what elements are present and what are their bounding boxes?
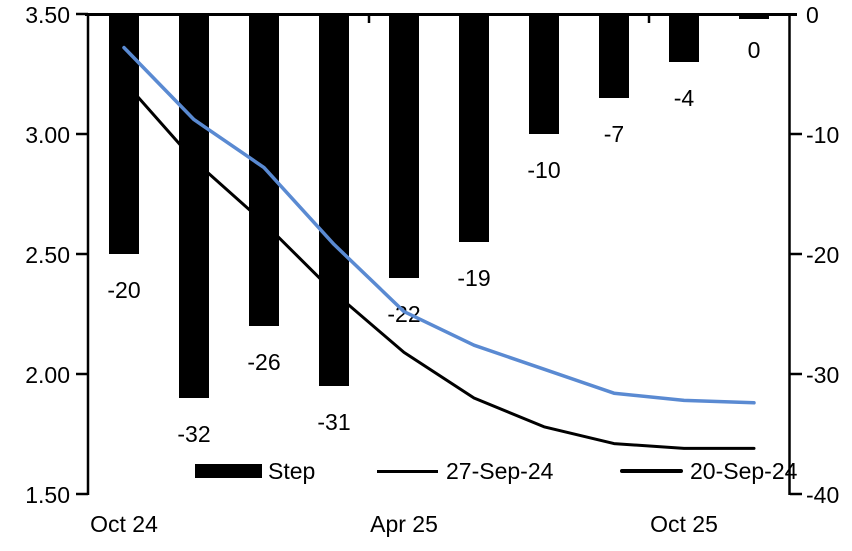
- bar-data-label: -4: [674, 85, 695, 111]
- bar-data-label: 0: [748, 37, 761, 63]
- x-axis-label: Oct 24: [90, 511, 158, 537]
- bar-data-label: -26: [247, 349, 280, 375]
- blue-line-swatch-icon: [620, 469, 683, 473]
- bar-data-label: -10: [527, 157, 560, 183]
- bar-data-label: -19: [457, 265, 490, 291]
- right-axis-label: -10: [806, 122, 839, 148]
- bars-group: [109, 14, 769, 398]
- legend: Step 27-Sep-24 20-Sep-24: [0, 457, 852, 485]
- left-axis-label: 2.50: [25, 242, 70, 268]
- legend-item-20-sep-24: 20-Sep-24: [620, 457, 797, 485]
- bar: [389, 14, 419, 278]
- right-axis-label: -40: [806, 482, 839, 508]
- bar-swatch-icon: [195, 464, 262, 478]
- left-axis-label: 3.00: [25, 122, 70, 148]
- legend-label-20-sep-24: 20-Sep-24: [690, 458, 798, 484]
- bar-labels-group: -20 -32 -26 -31 -22 -19 -10 -7 -4 0: [107, 37, 760, 447]
- axes-group: [76, 12, 802, 496]
- left-axis-label: 1.50: [25, 482, 70, 508]
- bar: [529, 14, 559, 134]
- legend-item-27-sep-24: 27-Sep-24: [377, 457, 553, 485]
- legend-label-27-sep-24: 27-Sep-24: [446, 458, 554, 484]
- bar: [319, 14, 349, 386]
- right-axis-label: -20: [806, 242, 839, 268]
- x-axis-label: Apr 25: [370, 511, 438, 537]
- left-axis-label: 2.00: [25, 362, 70, 388]
- left-axis-label: 3.50: [25, 2, 70, 28]
- x-axis-label: Oct 25: [650, 511, 718, 537]
- bar-data-label: -7: [604, 121, 624, 147]
- line-20-sep-24: [122, 45, 756, 405]
- legend-label-step: Step: [268, 458, 316, 484]
- legend-item-step: Step: [195, 457, 315, 485]
- bar: [109, 14, 139, 254]
- bar: [739, 14, 769, 19]
- black-line-swatch-icon: [377, 469, 438, 473]
- bar: [179, 14, 209, 398]
- bar-data-label: -31: [317, 409, 350, 435]
- bar: [459, 14, 489, 242]
- bar-data-label: -22: [387, 301, 420, 327]
- bar: [669, 14, 699, 62]
- bar-data-label: -20: [107, 277, 140, 303]
- line-27-sep-24: [122, 79, 756, 450]
- bar-data-label: -32: [177, 421, 210, 447]
- bar: [599, 14, 629, 98]
- right-axis-label: 0: [806, 2, 819, 28]
- right-axis-label: -30: [806, 362, 839, 388]
